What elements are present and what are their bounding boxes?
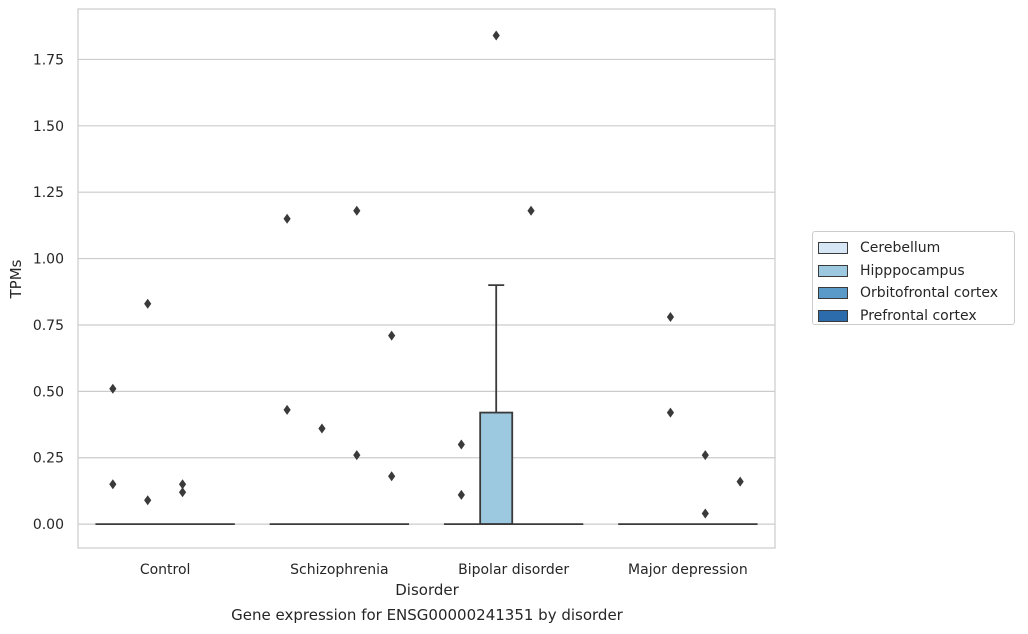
legend-label: Hipppocampus <box>860 262 965 279</box>
outlier-point <box>701 450 709 461</box>
outlier-point <box>283 213 291 224</box>
y-tick-label: 0.50 <box>33 384 64 400</box>
y-tick-label: 1.75 <box>33 52 64 68</box>
outlier-point <box>283 404 291 415</box>
legend-swatch <box>818 287 848 300</box>
x-tick-label: Schizophrenia <box>290 562 388 578</box>
outlier-point <box>353 205 361 216</box>
outlier-point <box>666 312 675 322</box>
outlier-point <box>388 330 396 341</box>
legend-swatch <box>818 264 848 277</box>
legend-label: Prefrontal cortex <box>860 307 977 324</box>
outlier-point <box>178 487 187 498</box>
outlier-point <box>701 508 709 519</box>
outlier-point <box>388 471 396 482</box>
outlier-point <box>109 479 117 490</box>
x-tick-label: Control <box>140 562 191 578</box>
figure-caption: Gene expression for ENSG00000241351 by d… <box>231 606 623 624</box>
outlier-point <box>666 407 675 418</box>
legend-label: Cerebellum <box>860 240 941 257</box>
y-tick-label: 0.00 <box>33 517 64 533</box>
y-tick-label: 0.75 <box>33 318 64 334</box>
y-axis-title: TPMs <box>7 259 25 299</box>
outlier-point <box>353 450 361 461</box>
plot-frame <box>77 8 776 549</box>
x-tick-label: Bipolar disorder <box>458 562 569 578</box>
y-tick-label: 1.50 <box>33 119 64 135</box>
boxes <box>95 284 758 526</box>
box <box>479 411 514 526</box>
legend-item: Orbitofrontal cortex <box>813 282 1014 305</box>
outlier-point <box>178 479 187 490</box>
outliers <box>109 30 744 519</box>
outlier-point <box>527 205 535 216</box>
x-axis-title: Disorder <box>395 581 459 599</box>
outlier-point <box>144 495 152 506</box>
outlier-point <box>736 476 744 487</box>
legend-swatch <box>818 309 848 322</box>
outlier-point <box>318 423 326 434</box>
grid-lines <box>78 58 775 525</box>
outlier-point <box>457 439 465 450</box>
y-tick-label: 1.25 <box>33 185 64 201</box>
outlier-point <box>144 298 152 309</box>
y-tick-label: 1.00 <box>33 252 64 268</box>
legend-item: Cerebellum <box>813 237 1014 260</box>
y-tick-label: 0.25 <box>33 451 64 467</box>
x-tick-label: Major depression <box>628 562 748 578</box>
x-axis-ticks: Control Schizophrenia Bipolar disorder Majo… <box>140 562 748 578</box>
outlier-point <box>457 489 465 500</box>
outlier-point <box>492 30 500 41</box>
outlier-point <box>109 383 117 394</box>
y-axis-ticks: 0.00 0.25 0.50 0.75 1.00 1.25 1.50 1.75 <box>33 52 64 533</box>
legend: Cerebellum Hipppocampus Orbitofrontal cort… <box>812 231 1015 325</box>
legend-item: Prefrontal cortex <box>813 305 1014 328</box>
legend-label: Orbitofrontal cortex <box>860 285 998 302</box>
legend-item: Hipppocampus <box>813 260 1014 283</box>
legend-swatch <box>818 242 848 255</box>
